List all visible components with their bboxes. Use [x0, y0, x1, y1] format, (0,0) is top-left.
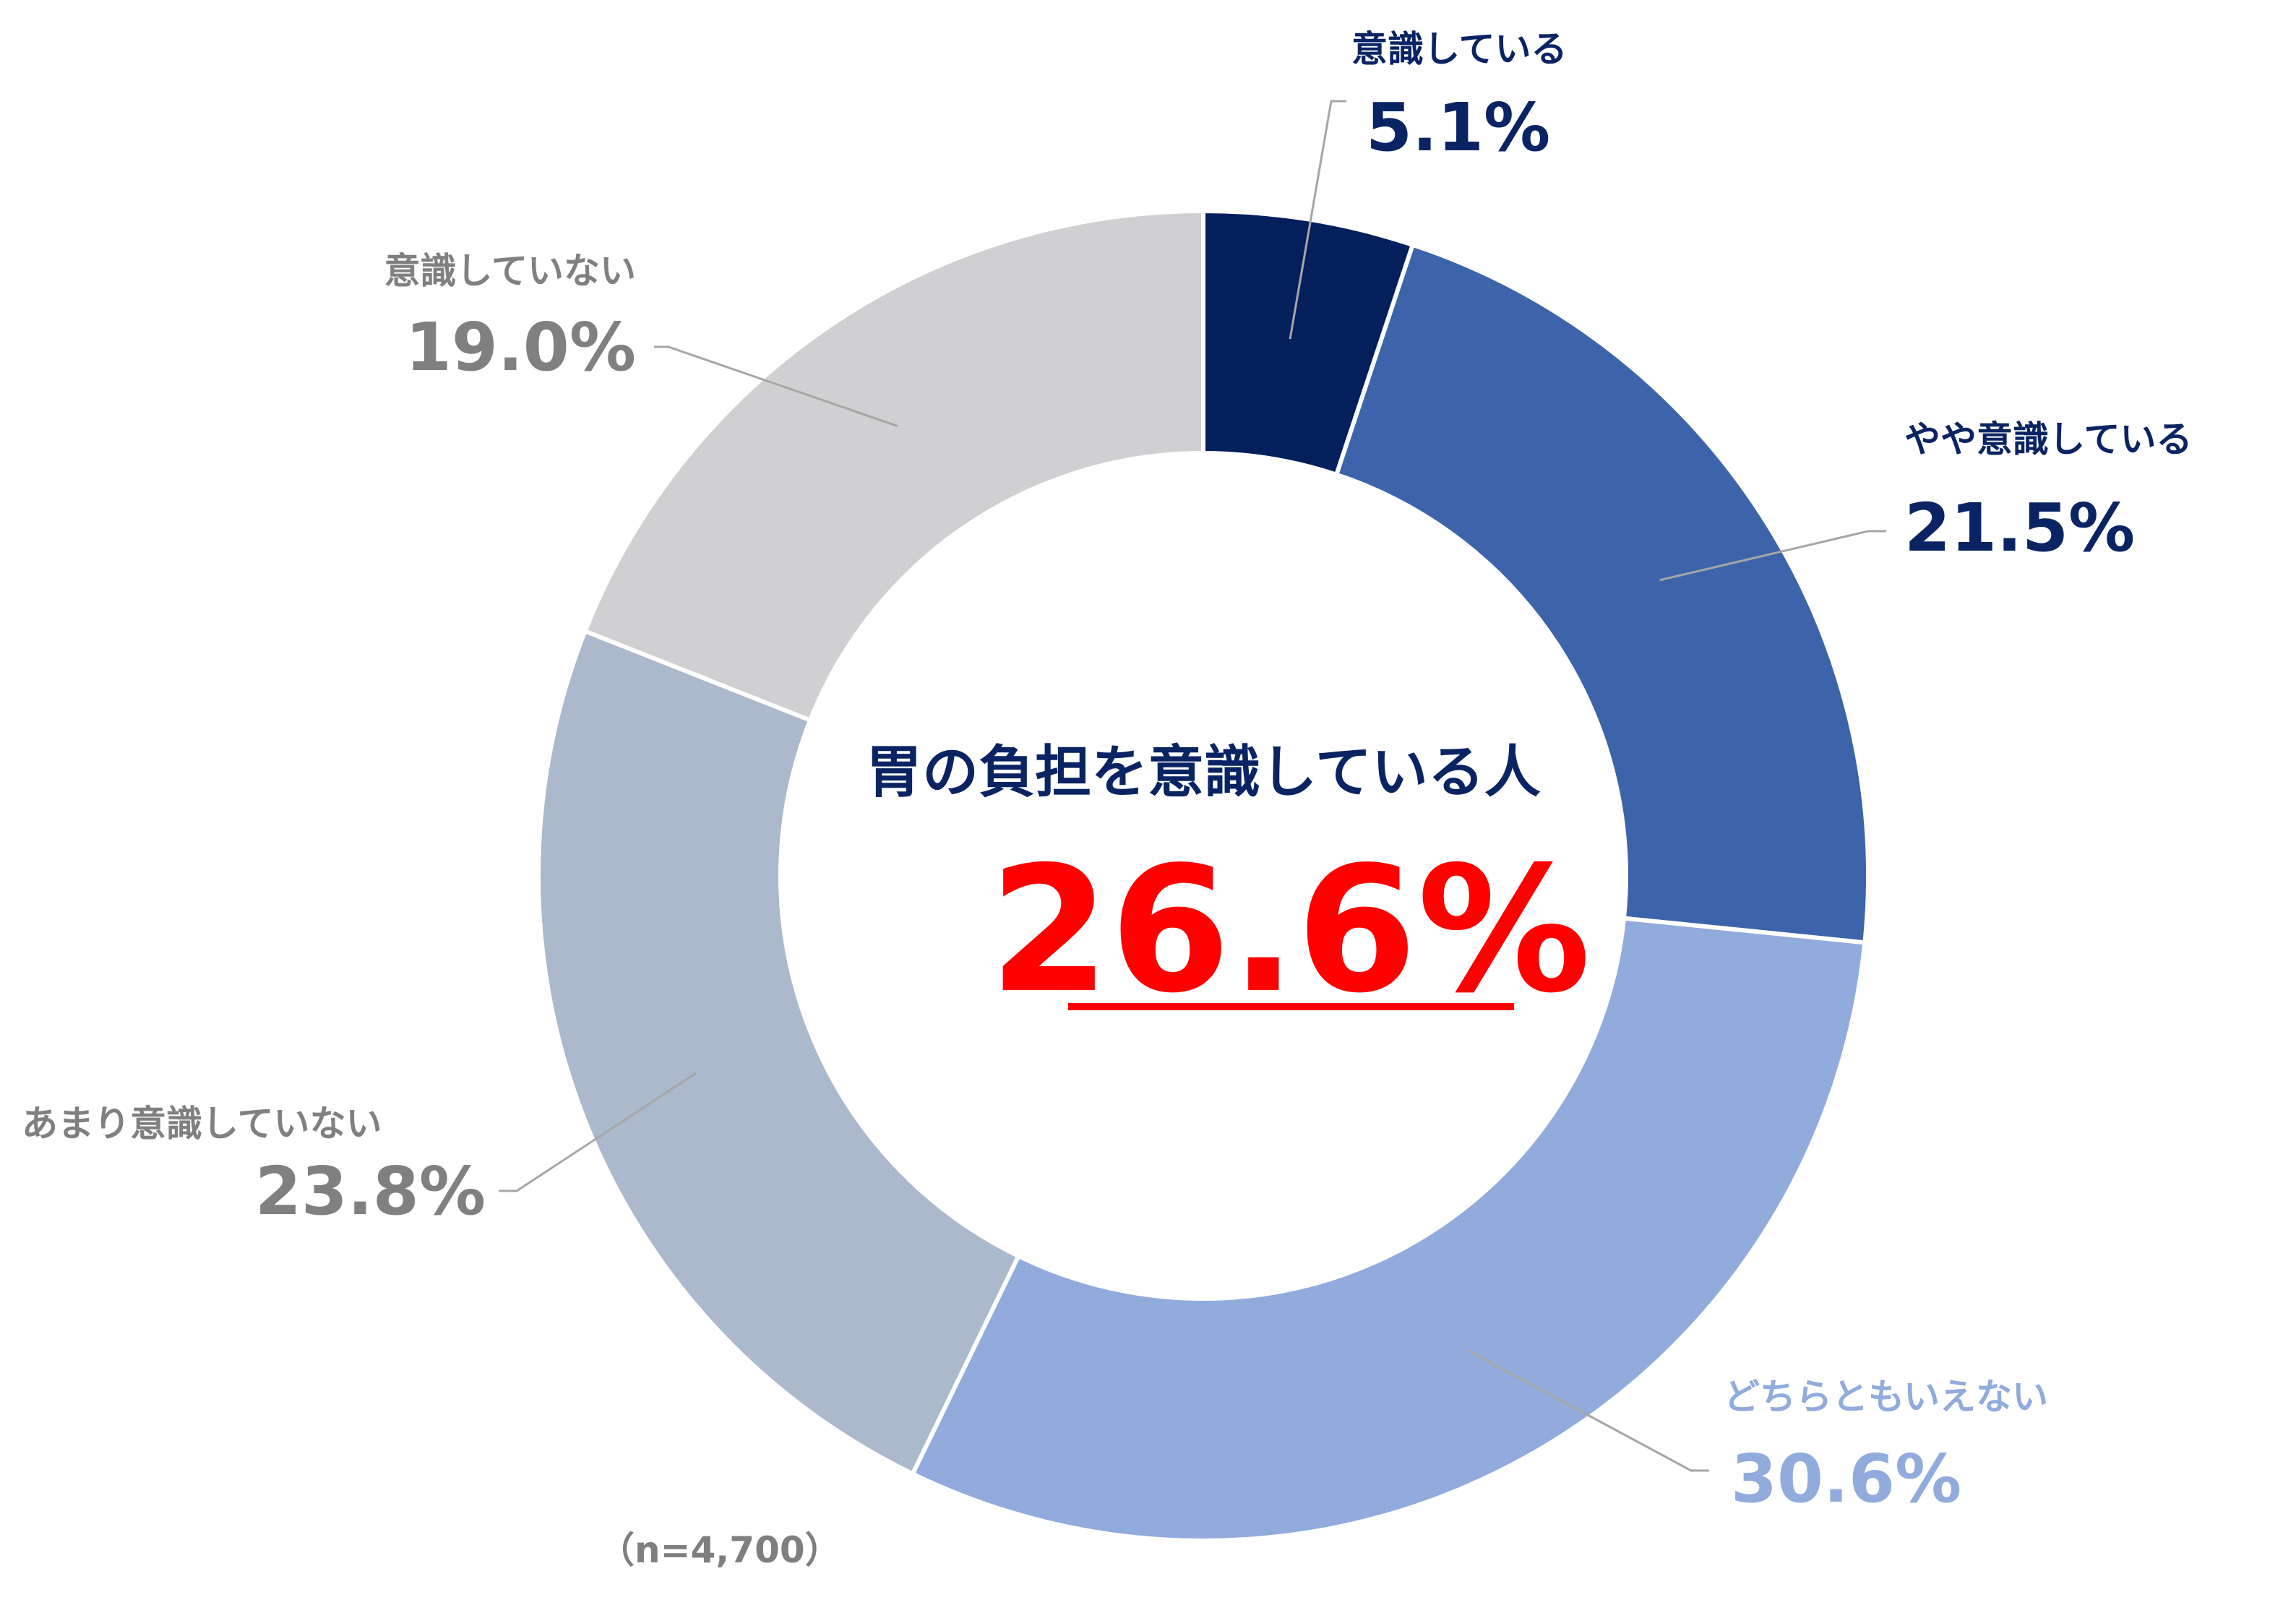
- slices: [536, 208, 1870, 1543]
- center-title: 胃の負担を意識している人: [866, 740, 1541, 805]
- slice-label-4: 意識していない 19.0%: [384, 250, 637, 386]
- slice-value-label: 23.8%: [255, 1153, 486, 1230]
- sample-size-note: （n=4,700）: [598, 1529, 841, 1571]
- slice-value-label: 5.1%: [1366, 89, 1550, 166]
- leader-line-1: [1659, 530, 1886, 582]
- slice-label-2: どちらともいえない 30.6%: [1724, 1376, 2048, 1518]
- leader-lines: [499, 100, 1886, 1472]
- slice-value-label: 21.5%: [1904, 489, 2135, 567]
- slice-name-label: 意識している: [1351, 28, 1568, 70]
- center-value: 26.6%: [989, 829, 1591, 1031]
- leader-line-4: [654, 345, 898, 428]
- slice-name-label: やや意識している: [1904, 418, 2193, 460]
- slice-name-label: 意識していない: [384, 250, 637, 292]
- slice-label-0: 意識している 5.1%: [1351, 28, 1568, 166]
- leader-line-0: [1289, 100, 1346, 340]
- leader-line-3: [499, 1072, 697, 1192]
- donut-slice-1: [1333, 242, 1870, 945]
- donut-slice-3: [536, 628, 1022, 1477]
- donut-slice-2: [909, 916, 1867, 1543]
- leader-line-2: [1467, 1349, 1709, 1472]
- slice-label-3: あまり意識していない 23.8%: [22, 1103, 486, 1230]
- donut-slice-4: [582, 208, 1205, 723]
- slice-value-label: 30.6%: [1731, 1440, 1961, 1518]
- slice-value-label: 19.0%: [405, 309, 636, 386]
- slice-name-label: どちらともいえない: [1724, 1376, 2048, 1418]
- slice-name-label: あまり意識していない: [22, 1103, 382, 1145]
- slice-label-1: やや意識している 21.5%: [1904, 418, 2193, 567]
